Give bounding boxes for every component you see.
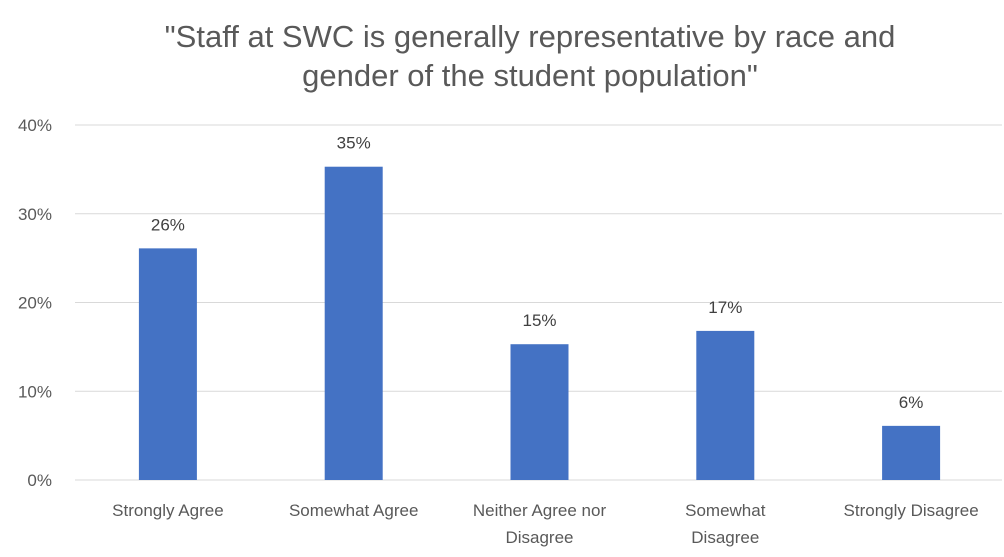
y-axis-ticks: 0% 10% 20% 30% 40% <box>18 116 52 490</box>
x-category-label: Somewhat Agree <box>289 501 418 520</box>
bar <box>882 425 941 480</box>
bar <box>324 166 383 480</box>
data-label: 26% <box>151 215 185 234</box>
data-label: 35% <box>337 134 371 153</box>
data-labels: 26% 35% 15% 17% 6% <box>151 134 924 412</box>
x-category-label: Neither Agree nor <box>473 501 607 520</box>
x-category-label: Disagree <box>691 528 759 547</box>
chart-title: "Staff at SWC is generally representativ… <box>165 19 896 93</box>
x-category-label: Somewhat <box>685 501 766 520</box>
data-label: 15% <box>522 311 556 330</box>
y-tick-label: 40% <box>18 116 52 135</box>
x-axis-categories: Strongly Agree Somewhat Agree Neither Agre… <box>112 501 979 547</box>
bar <box>696 330 755 480</box>
chart-title-line: gender of the student population" <box>302 58 758 93</box>
y-tick-label: 20% <box>18 294 52 313</box>
x-category-label: Disagree <box>505 528 573 547</box>
x-category-label: Strongly Disagree <box>844 501 979 520</box>
data-label: 6% <box>899 393 924 412</box>
y-tick-label: 10% <box>18 382 52 401</box>
bar <box>510 344 569 480</box>
gridlines <box>75 124 1002 481</box>
x-category-label: Strongly Agree <box>112 501 224 520</box>
bar <box>138 248 197 480</box>
y-tick-label: 0% <box>27 471 52 490</box>
data-label: 17% <box>708 298 742 317</box>
bars <box>138 166 941 480</box>
chart-title-line: "Staff at SWC is generally representativ… <box>165 19 896 54</box>
y-tick-label: 30% <box>18 205 52 224</box>
